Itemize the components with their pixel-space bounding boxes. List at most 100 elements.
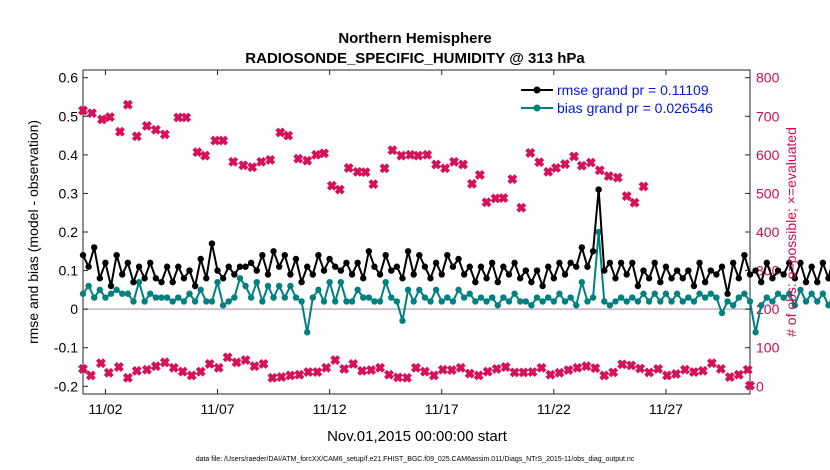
- obs-evaluated-point: [536, 362, 547, 373]
- bias-point: [819, 290, 827, 297]
- obs-possible-point: [302, 155, 313, 166]
- bias-point: [219, 302, 227, 309]
- bias-point: [516, 298, 524, 305]
- right-tick-label: 700: [756, 108, 780, 124]
- rmse-point: [595, 186, 602, 193]
- rmse-point: [584, 263, 591, 270]
- obs-possible-point: [200, 150, 211, 161]
- rmse-point: [505, 271, 513, 278]
- rmse-series: [79, 186, 830, 297]
- bias-point: [550, 298, 558, 305]
- bias-point: [175, 294, 182, 301]
- obs-evaluated-point: [95, 358, 106, 369]
- obs-evaluated-point: [509, 367, 520, 378]
- rmse-point: [679, 275, 686, 282]
- bias-point: [808, 290, 815, 297]
- obs-evaluated-point: [113, 362, 124, 372]
- bias-point: [320, 298, 328, 305]
- rmse-point: [472, 278, 479, 286]
- obs-possible-point: [507, 174, 518, 185]
- obs-evaluated-point: [303, 367, 314, 377]
- obs-evaluated-point: [240, 355, 251, 366]
- obs-evaluated-point: [617, 359, 628, 370]
- obs-possible-point: [192, 147, 203, 158]
- bias-point: [427, 298, 434, 305]
- x-tick-label: 11/02: [88, 401, 122, 417]
- obs-possible-point: [238, 160, 249, 171]
- bias-point: [107, 290, 115, 297]
- bias-point: [247, 294, 255, 301]
- obs-evaluated-point: [590, 363, 601, 374]
- obs-possible-point: [379, 163, 390, 174]
- rmse-point: [819, 259, 827, 267]
- rmse-point: [107, 282, 115, 290]
- bias-point: [567, 294, 574, 301]
- obs-possible-point: [413, 150, 424, 161]
- bias-point: [460, 294, 468, 301]
- rmse-point: [791, 275, 799, 282]
- data-file-footnote: data file: /Users/raeder/DAI/ATM_forcXX/…: [196, 456, 635, 463]
- rmse-point: [746, 271, 754, 278]
- bias-point: [410, 298, 417, 305]
- bias-point: [287, 282, 294, 290]
- rmse-point: [752, 267, 759, 274]
- bias-point: [578, 278, 586, 286]
- right-tick-label: 100: [756, 340, 780, 356]
- obs-possible-point: [352, 166, 363, 177]
- obs-possible-point: [326, 180, 337, 191]
- bias-point: [701, 294, 709, 301]
- rmse-point: [589, 248, 597, 255]
- obs-evaluated-point: [222, 352, 233, 363]
- obs-evaluated-point: [177, 366, 188, 377]
- rmse-point: [500, 263, 507, 270]
- rmse-point: [186, 267, 193, 274]
- rmse-point: [152, 275, 160, 282]
- bias-point: [231, 294, 238, 301]
- bias-point: [617, 294, 625, 301]
- rmse-point: [673, 267, 681, 274]
- bias-point: [197, 286, 204, 294]
- bias-point: [707, 290, 714, 297]
- obs-possible-point: [396, 150, 407, 161]
- rmse-point: [774, 267, 782, 274]
- x-tick-label: 11/17: [425, 401, 459, 417]
- obs-possible-point: [173, 112, 184, 123]
- bias-point: [141, 298, 148, 305]
- rmse-point: [421, 263, 429, 270]
- bias-point: [673, 290, 681, 297]
- obs-possible-point: [334, 184, 345, 195]
- obs-evaluated-point: [186, 370, 197, 381]
- rmse-point: [438, 271, 445, 278]
- bias-point: [802, 298, 810, 305]
- obs-possible-point: [360, 167, 371, 178]
- rmse-point: [573, 263, 580, 270]
- rmse-point: [550, 275, 558, 282]
- bias-point: [505, 298, 513, 305]
- bias-point: [343, 298, 350, 305]
- bias-point: [629, 294, 636, 301]
- rmse-point: [657, 278, 664, 286]
- obs-evaluated-point: [455, 362, 466, 373]
- rmse-point: [124, 259, 132, 267]
- rmse-point: [528, 278, 535, 286]
- rmse-point: [281, 251, 288, 259]
- rmse-point: [404, 248, 412, 255]
- obs-evaluated-point: [195, 366, 206, 377]
- bias-point: [668, 298, 675, 305]
- rmse-point: [690, 282, 698, 290]
- bias-point: [814, 298, 821, 305]
- bias-point: [724, 298, 731, 305]
- rmse-point: [483, 275, 490, 282]
- rmse-point: [444, 251, 451, 259]
- bias-point: [85, 282, 92, 290]
- rmse-point: [360, 275, 367, 282]
- bias-point: [477, 294, 485, 301]
- obs-evaluated-point: [635, 363, 646, 374]
- rmse-point: [488, 259, 496, 267]
- rmse-point: [634, 282, 642, 290]
- bias-point: [304, 329, 311, 336]
- obs-possible-point: [387, 145, 398, 156]
- rmse-point: [410, 271, 417, 278]
- rmse-point: [713, 271, 720, 278]
- bias-point: [752, 329, 759, 336]
